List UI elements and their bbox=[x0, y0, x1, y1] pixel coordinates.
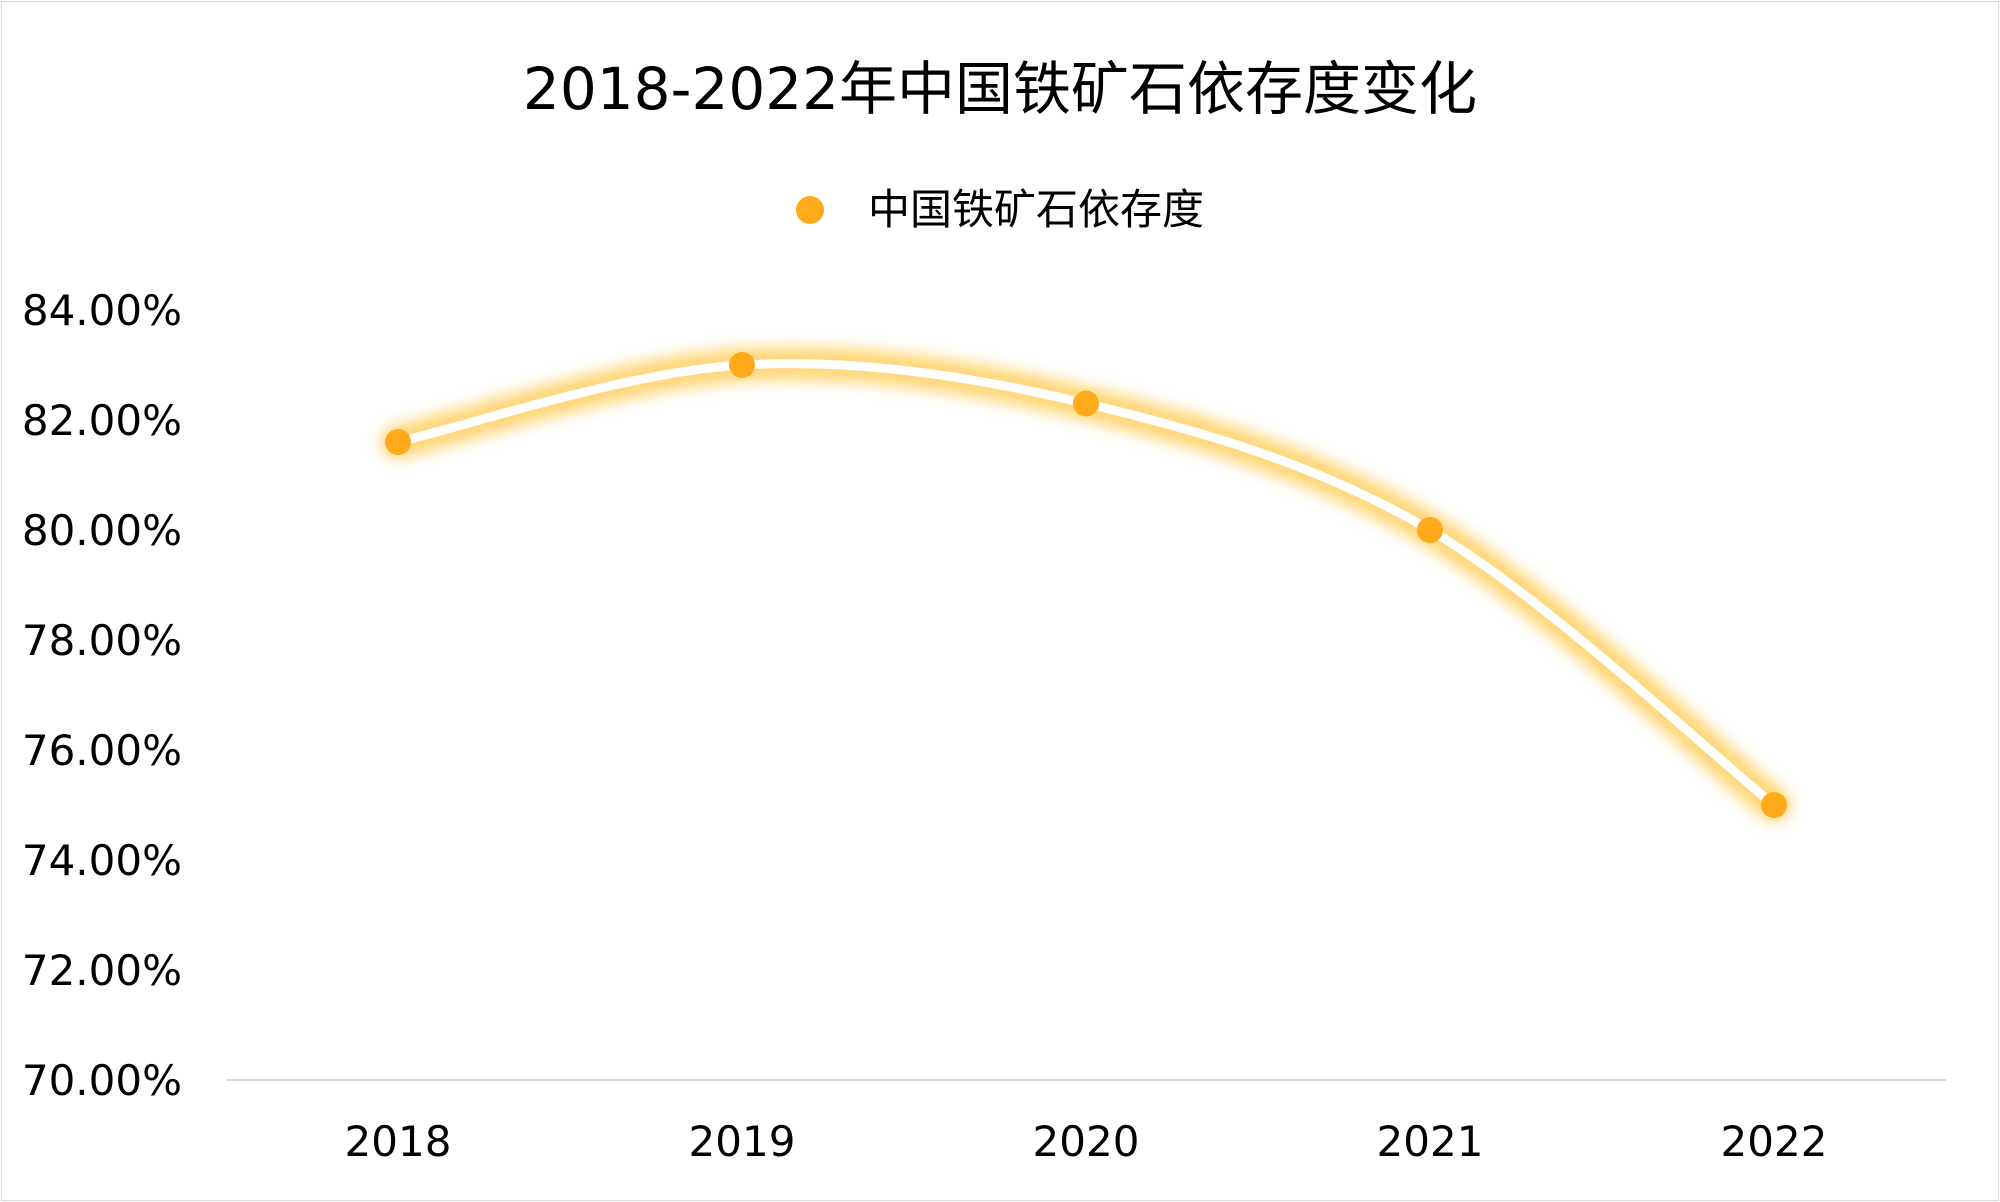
y-tick-label: 72.00% bbox=[22, 946, 182, 995]
data-point-2021 bbox=[1417, 517, 1443, 543]
y-tick-label: 70.00% bbox=[22, 1056, 182, 1105]
chart-title: 2018-2022年中国铁矿石依存度变化 bbox=[522, 55, 1478, 123]
y-axis: 70.00% 72.00% 74.00% 76.00% 78.00% 80.00% 82.0… bbox=[22, 286, 182, 1105]
x-tick-label: 2019 bbox=[689, 1117, 796, 1166]
legend-marker bbox=[795, 196, 824, 224]
data-point-2018 bbox=[385, 429, 411, 455]
x-tick-label: 2021 bbox=[1377, 1117, 1484, 1166]
x-tick-label: 2020 bbox=[1033, 1117, 1140, 1166]
y-tick-label: 82.00% bbox=[22, 396, 182, 445]
y-tick-label: 74.00% bbox=[22, 836, 182, 885]
data-point-2022 bbox=[1761, 792, 1787, 818]
legend-label: 中国铁矿石依存度 bbox=[867, 185, 1204, 234]
y-tick-label: 76.00% bbox=[22, 726, 182, 775]
series-points bbox=[385, 352, 1787, 818]
series-line-path bbox=[393, 359, 1779, 810]
y-tick-label: 78.00% bbox=[22, 616, 182, 665]
data-point-2020 bbox=[1073, 390, 1099, 417]
x-axis: 2018 2019 2020 2021 2022 bbox=[345, 1117, 1828, 1166]
y-tick-label: 80.00% bbox=[22, 506, 182, 555]
y-tick-label: 84.00% bbox=[22, 286, 182, 335]
x-tick-label: 2022 bbox=[1721, 1117, 1828, 1166]
series-line bbox=[381, 346, 1791, 822]
x-tick-label: 2018 bbox=[345, 1117, 452, 1166]
legend: 中国铁矿石依存度 bbox=[0, 182, 2000, 238]
series-glow bbox=[381, 346, 1791, 822]
data-point-2019 bbox=[729, 352, 755, 378]
